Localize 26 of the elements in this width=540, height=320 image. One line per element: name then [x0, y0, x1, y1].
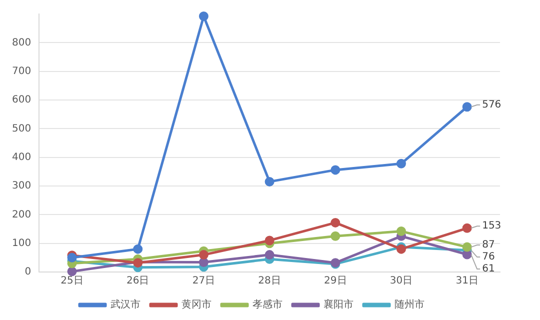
data-label: 153 — [482, 220, 502, 232]
y-tick-label: 100 — [12, 238, 32, 249]
data-label: 87 — [482, 240, 495, 251]
x-tick-label: 31日 — [456, 276, 478, 287]
x-tick-label: 25日 — [60, 276, 84, 287]
y-tick-label: 600 — [12, 94, 32, 106]
legend-label: 随州市 — [394, 298, 424, 311]
x-tick-label: 28日 — [258, 276, 281, 287]
legend-label: 孝感市 — [252, 298, 282, 311]
y-tick-label: 400 — [12, 152, 32, 163]
x-tick-label: 29日 — [324, 276, 347, 287]
data-label: 76 — [482, 252, 495, 263]
legend-label: 襄阳市 — [324, 298, 354, 311]
y-tick-label: 0 — [24, 266, 32, 278]
x-tick-label: 30日 — [390, 276, 413, 287]
data-label: 61 — [482, 264, 495, 275]
y-tick-label: 700 — [12, 66, 32, 77]
y-tick-label: 200 — [12, 209, 32, 220]
y-tick-label: 800 — [12, 37, 32, 48]
legend-label: 黄冈市 — [182, 298, 212, 311]
x-tick-label: 26日 — [126, 276, 150, 287]
data-label: 576 — [482, 99, 502, 110]
legend-label: 武汉市 — [110, 298, 140, 311]
x-tick-label: 27日 — [192, 276, 216, 287]
y-tick-label: 300 — [12, 180, 32, 192]
y-tick-label: 500 — [12, 123, 32, 134]
